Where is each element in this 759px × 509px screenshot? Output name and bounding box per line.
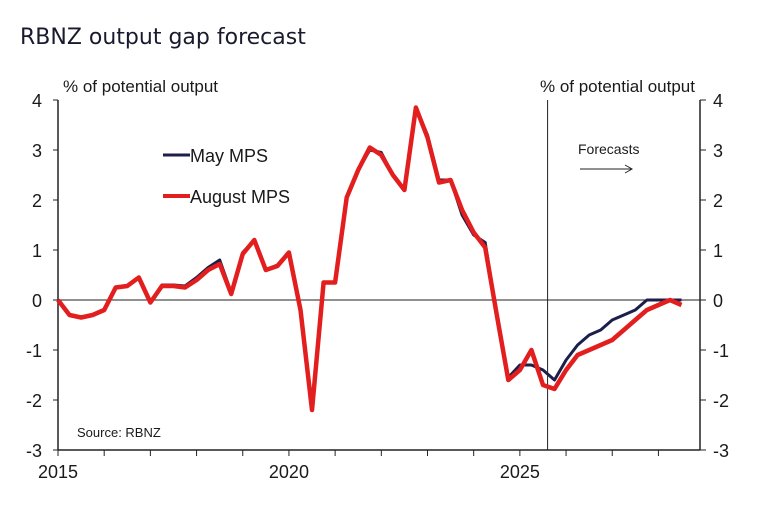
- y-tick-label-left: 0: [32, 291, 42, 311]
- y-tick-label-right: -1: [713, 341, 729, 361]
- x-tick-label: 2015: [38, 462, 78, 482]
- y-tick-label-right: 0: [713, 291, 723, 311]
- y-axis-label-right: % of potential output: [540, 77, 695, 96]
- forecast-label: Forecasts: [578, 141, 639, 157]
- legend-may-label: May MPS: [190, 146, 268, 166]
- x-tick-label: 2025: [500, 462, 540, 482]
- y-tick-label-left: -2: [26, 391, 42, 411]
- chart-title: RBNZ output gap forecast: [20, 25, 306, 50]
- series-line-august-mps: [56, 105, 683, 413]
- y-tick-label-right: 2: [713, 191, 723, 211]
- y-tick-label-left: 1: [32, 241, 42, 261]
- y-tick-label-left: 2: [32, 191, 42, 211]
- y-tick-label-left: -1: [26, 341, 42, 361]
- source-note: Source: RBNZ: [77, 425, 161, 440]
- legend-august-label: August MPS: [190, 187, 290, 207]
- y-tick-label-right: 1: [713, 241, 723, 261]
- forecast-arrowhead: [624, 164, 634, 174]
- y-tick-label-right: -3: [713, 441, 729, 461]
- y-tick-label-left: -3: [26, 441, 42, 461]
- y-tick-label-right: 3: [713, 141, 723, 161]
- y-axis-label-left: % of potential output: [63, 77, 218, 96]
- y-tick-label-left: 4: [32, 91, 42, 111]
- y-tick-label-left: 3: [32, 141, 42, 161]
- y-tick-label-right: 4: [713, 91, 723, 111]
- x-tick-label: 2020: [269, 462, 309, 482]
- y-tick-label-right: -2: [713, 391, 729, 411]
